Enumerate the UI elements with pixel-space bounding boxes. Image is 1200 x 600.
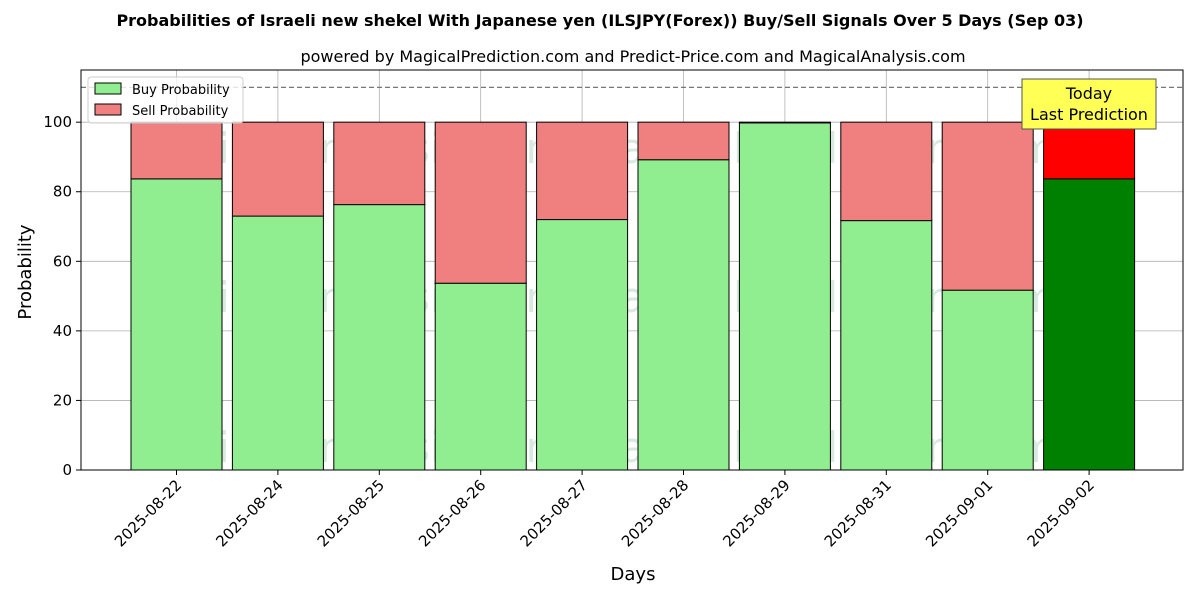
bar-buy-2025-09-02	[1043, 178, 1136, 471]
y-axis-label: Probability	[15, 224, 36, 319]
bars	[130, 121, 1136, 471]
bar-buy-2025-08-26	[434, 282, 527, 471]
plot-frame	[80, 69, 1184, 471]
x-tick-label: 2025-08-29	[719, 476, 793, 550]
y-tick-label: 40	[53, 322, 72, 340]
today-annotation: Today Last Prediction	[1021, 78, 1157, 130]
chart-title: Probabilities of Israeli new shekel With…	[116, 11, 1083, 30]
bar-sell-2025-08-29	[738, 121, 831, 124]
legend-box	[87, 76, 244, 124]
x-tick-label: 2025-09-01	[922, 476, 996, 550]
x-tick-label: 2025-09-02	[1024, 476, 1098, 550]
bar-sell-2025-08-25	[333, 121, 426, 206]
bar-buy-2025-08-24	[231, 215, 324, 471]
chart-subtitle: powered by MagicalPrediction.com and Pre…	[300, 47, 965, 66]
x-tick-label: 2025-08-25	[314, 476, 388, 550]
bar-sell-2025-08-22	[130, 121, 223, 180]
y-axis: 0 20 40 60 80 100	[43, 113, 81, 479]
annotation-line1: Today	[1065, 84, 1112, 103]
annotation-line2: Last Prediction	[1030, 105, 1148, 124]
y-tick-label: 100	[43, 113, 72, 131]
bar-buy-2025-08-28	[637, 159, 730, 471]
bar-sell-2025-08-27	[536, 121, 629, 221]
bar-sell-2025-08-31	[840, 121, 933, 222]
bar-sell-2025-09-01	[941, 121, 1034, 291]
x-tick-label: 2025-08-28	[618, 476, 692, 550]
legend-swatch-buy	[94, 82, 122, 95]
bar-sell-2025-08-24	[231, 121, 324, 217]
bar-buy-2025-08-25	[333, 204, 426, 471]
bar-sell-2025-08-26	[434, 121, 527, 284]
bar-buy-2025-08-22	[130, 178, 223, 471]
bar-buy-2025-08-31	[840, 220, 933, 471]
legend-swatch-sell	[94, 103, 122, 116]
y-tick-label: 60	[53, 252, 72, 270]
bar-sell-2025-08-28	[637, 121, 730, 161]
legend: Buy Probability Sell Probability	[87, 76, 244, 124]
y-tick-label: 0	[62, 461, 72, 479]
bar-buy-2025-08-27	[536, 219, 629, 471]
legend-label-buy: Buy Probability	[132, 83, 230, 98]
y-tick-label: 20	[53, 391, 72, 409]
bar-buy-2025-08-29	[738, 122, 831, 471]
x-tick-label: 2025-08-24	[212, 476, 286, 550]
bar-sell-2025-09-02	[1043, 121, 1136, 180]
y-tick-label: 80	[53, 183, 72, 201]
bar-buy-2025-09-01	[941, 289, 1034, 471]
x-axis: 2025-08-22 2025-08-24 2025-08-25 2025-08-26…	[111, 470, 1098, 550]
annotation-box	[1021, 78, 1157, 130]
x-tick-label: 2025-08-27	[517, 476, 591, 550]
x-tick-label: 2025-08-31	[821, 476, 895, 550]
legend-label-sell: Sell Probability	[132, 104, 229, 119]
x-axis-label: Days	[611, 564, 656, 585]
x-tick-label: 2025-08-22	[111, 476, 185, 550]
x-tick-label: 2025-08-26	[415, 476, 489, 550]
